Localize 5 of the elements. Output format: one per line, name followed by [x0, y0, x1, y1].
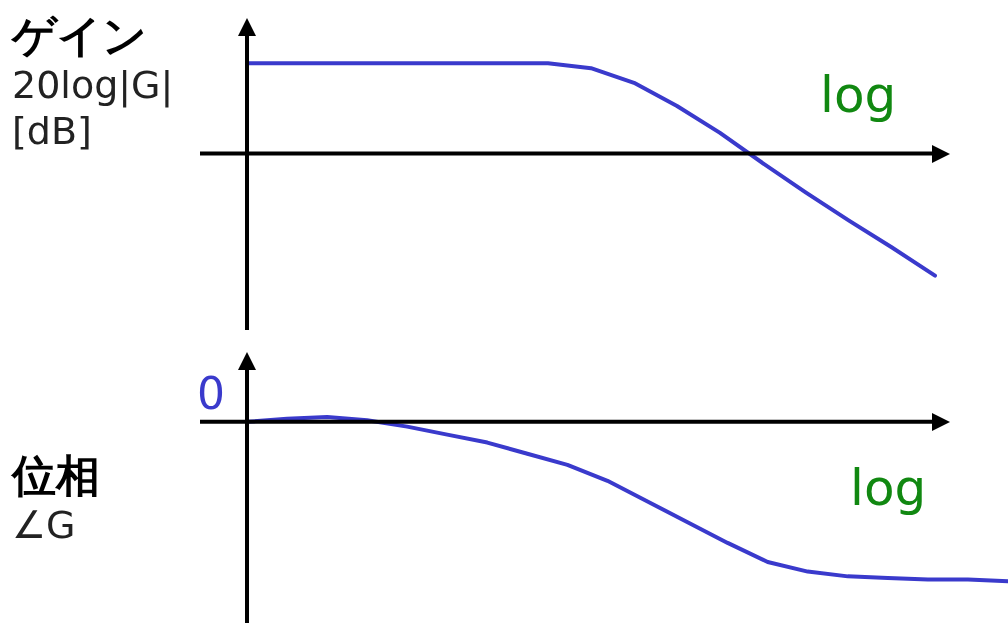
y-axis-title: ゲイン 20log|G| [dB]: [12, 10, 174, 154]
y-axis-title: 位相 ∠G: [12, 450, 100, 548]
text: 0: [197, 368, 225, 420]
x-axis-title: log: [820, 65, 897, 124]
x-axis-title: log: [850, 458, 927, 517]
